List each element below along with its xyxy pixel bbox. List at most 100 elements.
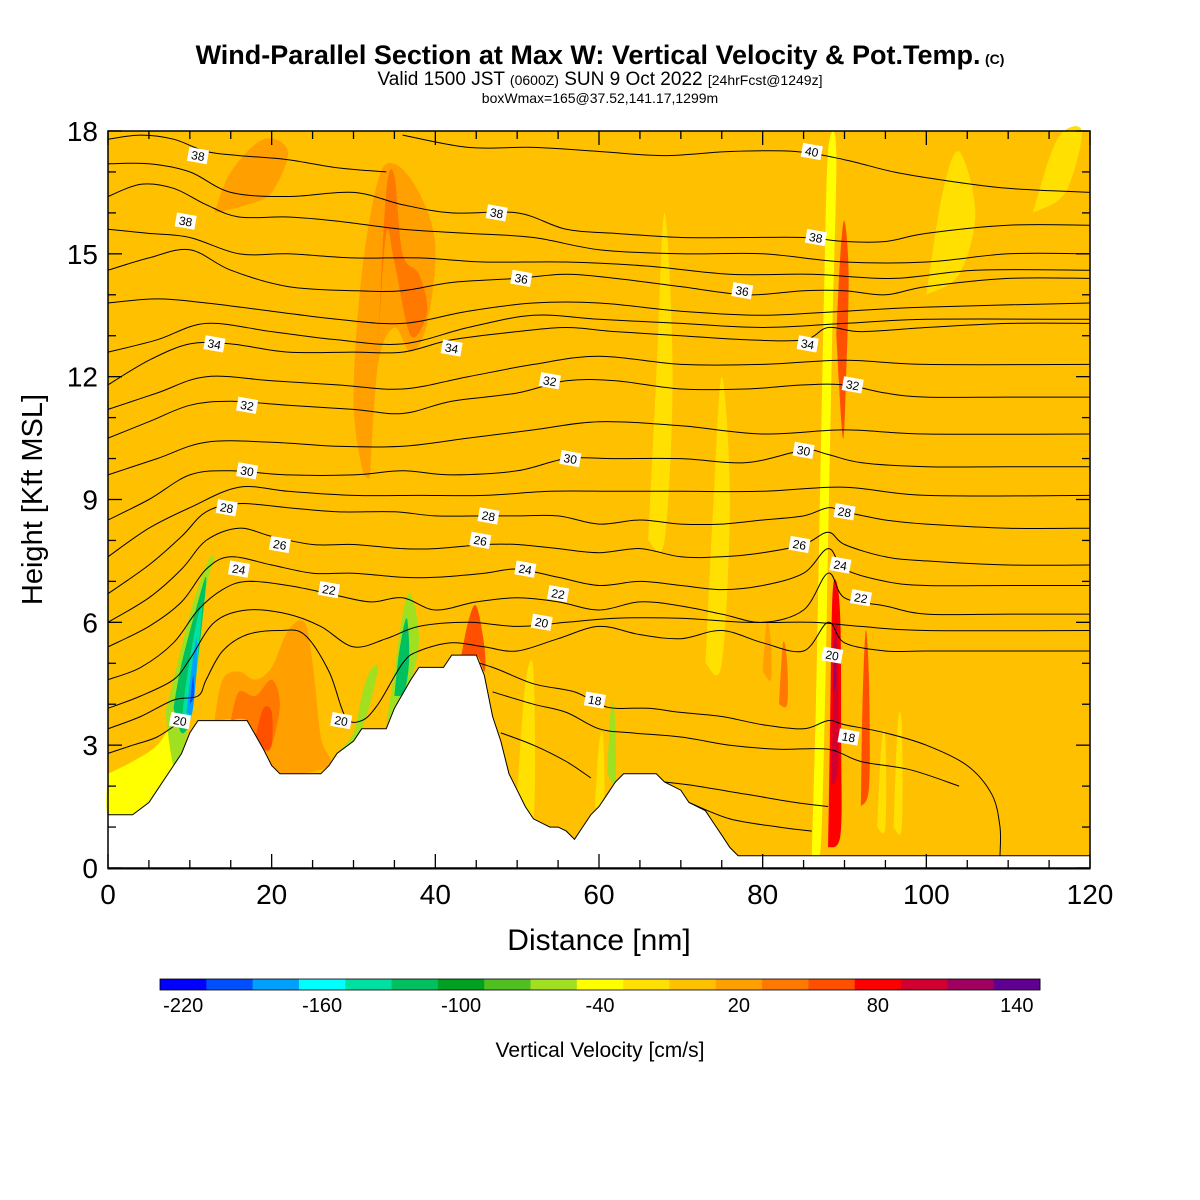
theta-contour-40: [402, 134, 1091, 193]
y-tick-label: 9: [82, 485, 98, 516]
theta-label-3: 40: [800, 142, 823, 161]
theta-contour-38: [107, 162, 1091, 243]
colorbar-swatch: [993, 979, 1041, 990]
theta-label-27: 22: [849, 589, 872, 607]
colorbar-tick-label: 20: [728, 995, 750, 1017]
theta-contour-extra-7: [107, 486, 1091, 558]
colorbar: -220 -160 -100 -40 20 80 140: [159, 978, 1041, 1017]
theta-contour-extra-5: [107, 355, 1091, 410]
velocity-patch-33: [1032, 126, 1082, 213]
velocity-patch-28: [779, 641, 789, 708]
theta-label-9: 34: [796, 335, 819, 353]
velocity-patch-31: [705, 376, 730, 676]
theta-contour-extra-1: [107, 183, 1091, 264]
colorbar-swatch: [808, 979, 856, 990]
theta-label-text: 22: [853, 590, 869, 606]
colorbar-swatch: [901, 979, 948, 990]
theta-label-33: 18: [837, 728, 860, 746]
valid-date: SUN 9 Oct 2022: [564, 69, 703, 90]
colorbar-tick-label: -40: [586, 995, 615, 1017]
theta-label-text: 34: [207, 336, 223, 352]
theta-label-text: 36: [734, 283, 750, 299]
contour-labels: 38 38 38 40 38 36 36 34 34 34 32 32 32 30 30 30 28 28 28 26…: [168, 142, 872, 746]
theta-contour-extra-13: [688, 802, 812, 832]
theta-label-4: 38: [804, 228, 827, 247]
colorbar-swatch: [762, 979, 809, 990]
title-block: Wind-Parallel Section at Max W: Vertical…: [0, 40, 1200, 106]
theta-contour-extra-6: [107, 421, 1091, 476]
theta-label-text: 30: [563, 451, 579, 467]
theta-label-text: 38: [808, 230, 824, 246]
velocity-patch-17: [594, 731, 605, 812]
theta-label-8: 34: [440, 339, 463, 357]
theta-label-0: 38: [186, 146, 210, 165]
chart-title: Wind-Parallel Section at Max W: Vertical…: [0, 40, 1200, 70]
colorbar-swatch: [484, 979, 532, 990]
theta-label-31: 20: [330, 711, 353, 730]
theta-label-text: 26: [472, 533, 488, 549]
colorbar-swatch: [206, 979, 254, 990]
velocity-patch-18: [607, 701, 617, 785]
theta-label-text: 40: [804, 144, 820, 160]
theta-label-text: 34: [444, 340, 460, 356]
theta-label-text: 24: [833, 557, 849, 573]
colorbar-swatch: [576, 979, 624, 990]
colorbar-tick-label: 80: [867, 995, 889, 1017]
theta-label-text: 30: [239, 463, 255, 479]
theta-label-text: 26: [272, 537, 288, 553]
terrain-mask: [107, 654, 1091, 870]
theta-label-11: 32: [538, 372, 561, 390]
colorbar-swatch: [437, 979, 485, 990]
y-tick-label: 15: [67, 239, 98, 270]
theta-label-text: 38: [190, 148, 206, 164]
velocity-patch-11: [394, 618, 410, 697]
theta-label-text: 38: [178, 214, 194, 230]
theta-label-17: 28: [477, 507, 500, 525]
theta-label-text: 22: [550, 586, 566, 602]
theta-label-28: 20: [530, 613, 553, 631]
theta-label-text: 20: [534, 615, 550, 631]
theta-label-text: 18: [587, 693, 603, 709]
theta-label-text: 26: [792, 537, 808, 553]
theta-contour-24: [107, 548, 1090, 648]
theta-label-13: 30: [236, 462, 259, 480]
theta-contour-extra-4: [107, 314, 1091, 353]
theta-label-text: 36: [513, 271, 529, 287]
theta-label-24: 24: [829, 556, 852, 574]
x-tick-label: 0: [100, 879, 116, 910]
velocity-patch-14: [214, 138, 289, 213]
colorbar-tick-label: -100: [441, 995, 481, 1017]
theta-label-10: 32: [236, 396, 259, 414]
theta-label-5: 36: [510, 269, 533, 288]
y-tick-label: 6: [82, 607, 98, 638]
theta-label-21: 26: [788, 535, 811, 554]
x-tick-label: 40: [420, 879, 451, 910]
theta-contour-36: [107, 248, 1091, 296]
colorbar-label: Vertical Velocity [cm/s]: [496, 1039, 705, 1062]
velocity-patch-12: [353, 162, 436, 479]
x-axis-label: Distance [nm]: [507, 924, 690, 957]
velocity-patch-0: [106, 706, 184, 819]
colorbar-tick-label: -220: [163, 995, 203, 1017]
theta-label-12: 32: [841, 376, 864, 394]
theta-label-text: 28: [837, 504, 853, 520]
theta-label-text: 22: [321, 582, 337, 598]
colorbar-swatch: [391, 979, 439, 990]
colorbar-swatch: [298, 979, 346, 990]
colorbar-tick-label: -160: [302, 995, 342, 1017]
theta-label-19: 26: [268, 535, 291, 554]
valid-time: Valid 1500 JST: [377, 69, 505, 90]
forecast-info: [24hrFcst@1249z]: [707, 72, 823, 88]
colorbar-swatch: [854, 979, 902, 990]
theta-label-text: 38: [489, 205, 505, 221]
x-tick-label: 60: [583, 879, 614, 910]
theta-label-text: 18: [841, 729, 857, 745]
velocity-patch-26: [877, 729, 887, 834]
velocity-patch-29: [762, 621, 772, 681]
theta-contour-extra-8: [107, 609, 1091, 709]
box-wmax-info: boxWmax=165@37.52,141.17,1299m: [481, 90, 719, 106]
velocity-patch-9: [337, 664, 379, 754]
theta-contour-extra-10: [492, 691, 960, 787]
